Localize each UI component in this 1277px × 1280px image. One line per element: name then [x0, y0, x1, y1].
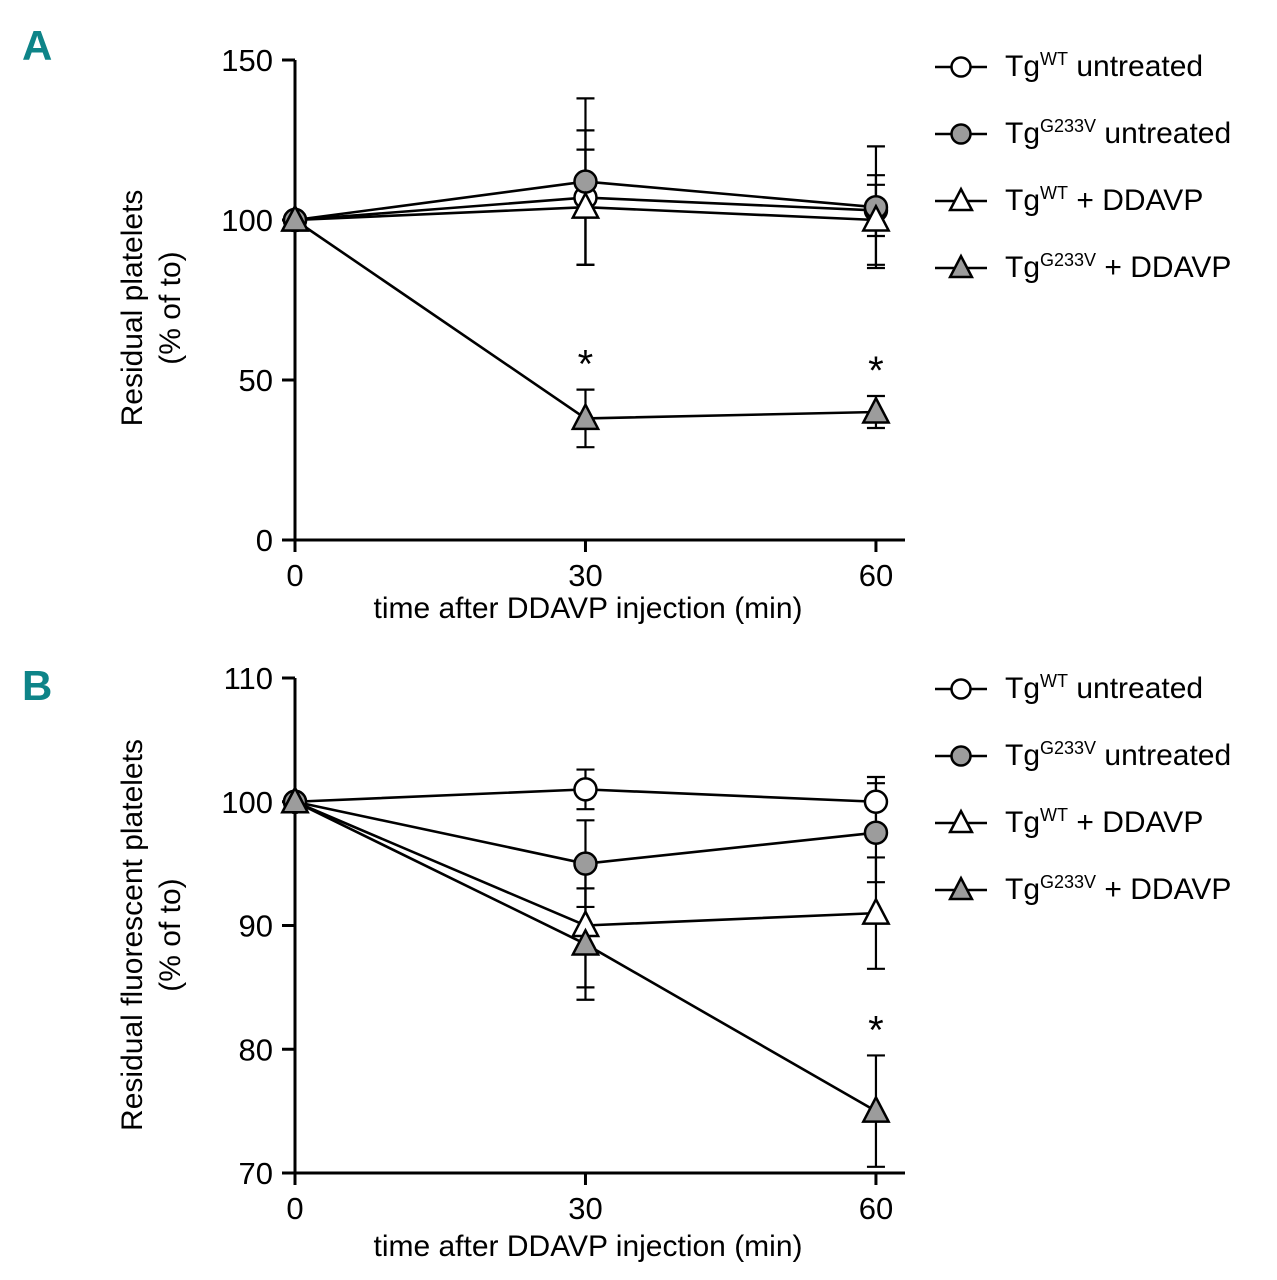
- legend-label: TgWT + DDAVP: [1005, 183, 1204, 217]
- svg-text:*: *: [868, 1008, 884, 1052]
- svg-text:*: *: [578, 343, 594, 387]
- legend-label: TgWT + DDAVP: [1005, 805, 1204, 839]
- legend-item: TgWT untreated: [932, 672, 1231, 706]
- svg-text:70: 70: [239, 1156, 273, 1191]
- legend-item: TgWT + DDAVP: [932, 184, 1231, 218]
- svg-text:0: 0: [286, 558, 303, 593]
- legend-item: TgG233V + DDAVP: [932, 251, 1231, 285]
- svg-text:60: 60: [859, 1191, 893, 1226]
- svg-text:50: 50: [239, 363, 273, 398]
- svg-text:100: 100: [221, 785, 273, 820]
- circle-filled-legend-icon: [935, 745, 987, 767]
- legend-item: TgG233V untreated: [932, 117, 1231, 151]
- panel-b-legend: TgWT untreated TgG233V untreated TgWT + DD…: [932, 672, 1231, 907]
- y-axis-label-line: Residual fluorescent platelets: [116, 739, 149, 1131]
- legend-label: TgWT untreated: [1005, 671, 1204, 705]
- panel-a-plot: 0 50 100 150 0 30 60 * *: [221, 43, 905, 593]
- svg-text:80: 80: [239, 1032, 273, 1067]
- panel-a-x-axis-label: time after DDAVP injection (min): [373, 592, 803, 625]
- legend-item: TgG233V + DDAVP: [932, 873, 1231, 907]
- legend-item: TgG233V untreated: [932, 739, 1231, 773]
- legend-label: TgG233V untreated: [1005, 116, 1232, 150]
- panel-b-plot: 70 80 90 100 110 0 30 60 *: [221, 661, 905, 1226]
- legend-label: TgWT untreated: [1005, 49, 1204, 83]
- legend-item: TgWT untreated: [932, 50, 1231, 84]
- svg-text:100: 100: [221, 203, 273, 238]
- svg-text:30: 30: [568, 558, 602, 593]
- svg-text:110: 110: [224, 661, 273, 696]
- svg-text:60: 60: [859, 558, 893, 593]
- svg-text:150: 150: [221, 43, 273, 78]
- legend-label: TgG233V + DDAVP: [1005, 250, 1232, 284]
- triangle-open-legend-icon: [935, 808, 987, 834]
- svg-text:0: 0: [286, 1191, 303, 1226]
- svg-text:*: *: [868, 349, 884, 393]
- panel-b-x-axis-label: time after DDAVP injection (min): [373, 1230, 803, 1263]
- circle-filled-legend-icon: [935, 123, 987, 145]
- svg-text:90: 90: [239, 909, 273, 944]
- circle-open-legend-icon: [935, 56, 987, 78]
- triangle-open-legend-icon: [935, 186, 987, 212]
- panel-a-letter: A: [22, 22, 53, 69]
- triangle-filled-legend-icon: [935, 875, 987, 901]
- legend-label: TgG233V untreated: [1005, 738, 1232, 772]
- legend-label: TgG233V + DDAVP: [1005, 872, 1232, 906]
- svg-text:0: 0: [256, 523, 273, 558]
- circle-open-legend-icon: [935, 678, 987, 700]
- legend-item: TgWT + DDAVP: [932, 806, 1231, 840]
- panel-b-letter: B: [22, 662, 53, 709]
- triangle-filled-legend-icon: [935, 253, 987, 279]
- panel-a-legend: TgWT untreated TgG233V untreated TgWT + DD…: [932, 50, 1231, 285]
- svg-text:30: 30: [568, 1191, 602, 1226]
- y-axis-label-line: Residual platelets: [116, 189, 149, 427]
